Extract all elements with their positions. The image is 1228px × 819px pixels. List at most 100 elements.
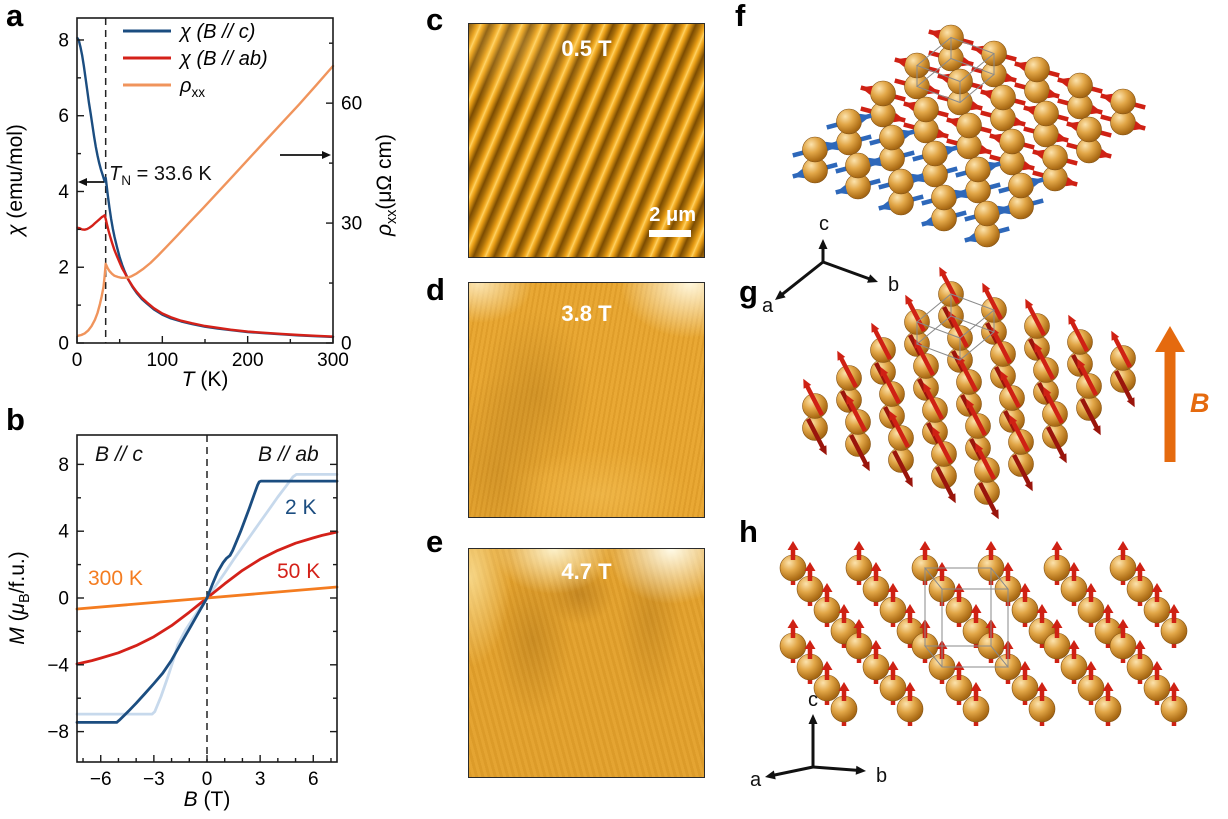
scale-bar [649,230,691,237]
spin-arrow [984,288,1003,321]
spin-arrow [1011,420,1030,453]
atom-sphere [1033,100,1059,127]
spin-arrow [1027,304,1046,337]
field-direction-label: B [1190,388,1210,418]
x-tick-label: 100 [146,350,178,371]
spin-arrow [1114,369,1133,402]
atom-sphere [1024,56,1050,83]
chart-annotation: 50 K [277,560,320,583]
legend-label: χ (B // c) [178,21,255,43]
spin-arrow [806,417,825,450]
legend-label: χ (B // ab) [178,48,268,70]
spin-arrow [941,272,960,305]
series-M-2K-B-parallel-ab [75,472,339,716]
chart-annotation: 300 K [88,567,143,590]
spin-arrow [1113,336,1132,369]
x-axis-title: T (K) [182,368,229,391]
unit-cell-wireframe [916,293,995,361]
atom-sphere [990,84,1016,111]
atom-sphere [802,136,828,163]
spin-arrow [1012,453,1031,486]
x-tick-label: −6 [90,769,112,790]
panel-label-f: f [735,0,746,33]
field-value-label: 4.7 T [561,559,612,584]
y2-tick-label: 30 [341,214,362,235]
series-M-2K-B-parallel-c [75,479,339,724]
mfm-image-0p5T: 0.5 T 2 μm [468,23,705,258]
y2-tick-label: 60 [341,94,362,115]
y-tick-label: 0 [58,588,69,609]
chart-legend: χ (B // c) χ (B // ab) ρxx [123,21,268,100]
unit-cell-wireframe [923,567,1010,668]
y-tick-label: 8 [58,455,69,476]
spin-arrow [839,356,858,389]
spin-arrow [1046,425,1065,458]
atom-sphere [888,168,914,195]
panel-f-afm-domain-structure [792,24,1146,248]
y-tick-label: −4 [47,655,69,676]
spin-arrow [1002,376,1021,409]
spin-arrow [1036,348,1055,381]
atom-sphere [870,80,896,107]
y-tick-label: 4 [58,182,69,203]
y2-axis-title: ρxx(μΩ cm) [373,134,400,237]
series-rho-xx [76,64,335,337]
spin-arrow [891,416,910,449]
spin-arrow [1079,364,1098,397]
spin-arrow [907,300,926,333]
spin-arrow [950,316,969,349]
atom-sphere [974,200,1000,227]
y-tick-label: 4 [58,522,69,543]
spin-arrow [1080,397,1099,430]
crystal-axes-triad-fg: c b a [762,213,899,317]
axis-label-c: c [808,689,818,711]
chart-annotation: B // ab [258,443,319,466]
field-value-label: 0.5 T [561,36,612,61]
axis-label-b: b [876,765,887,787]
panel-label-d: d [426,272,445,307]
atom-sphere [1042,144,1068,171]
spin-arrow [849,433,868,466]
atom-sphere [845,152,871,179]
axis-label-b: b [888,274,899,296]
y-tick-label: 2 [58,258,69,279]
y2-tick-label: 0 [341,334,352,355]
x-tick-label: 6 [308,769,319,790]
panel-label-c: c [426,2,444,37]
chart-annotation: TN = 33.6 K [109,163,212,188]
spin-arrow [978,481,997,514]
y-tick-label: −8 [47,722,69,743]
atom-sphere [922,140,948,167]
x-axis-title: B (T) [184,788,231,811]
atom-sphere [1067,72,1093,99]
chart-annotation: 2 K [285,496,317,519]
panel-label-a: a [6,0,24,33]
atom-sphere [931,184,957,211]
x-tick-label: 200 [232,350,264,371]
spin-arrow [1045,392,1064,425]
spin-arrow [873,328,892,361]
mfm-image-4p7T: 4.7 T [468,548,705,778]
applied-field-arrow: B [1155,326,1210,462]
panel-label-b: b [6,402,25,437]
spin-arrow [935,465,954,498]
panel-h-polarized-structure [779,541,1188,726]
x-tick-label: −3 [143,769,165,790]
y-axis-title: χ (emu/mol) [4,124,27,238]
field-value-label: 3.8 T [561,301,612,326]
atom-sphere [1110,88,1136,115]
panel-label-e: e [426,524,444,559]
spin-arrow [916,344,935,377]
series-chi-B-parallel-ab [76,214,335,338]
y-tick-label: 6 [58,106,69,127]
panel-g-canted-structure [802,266,1136,520]
crystal-axes-triad-h: c a b [750,689,887,791]
scale-bar-label: 2 μm [649,204,696,226]
spin-arrow [968,404,987,437]
atom-sphere [1076,116,1102,143]
x-tick-label: 300 [317,350,349,371]
spin-arrow [925,388,944,421]
